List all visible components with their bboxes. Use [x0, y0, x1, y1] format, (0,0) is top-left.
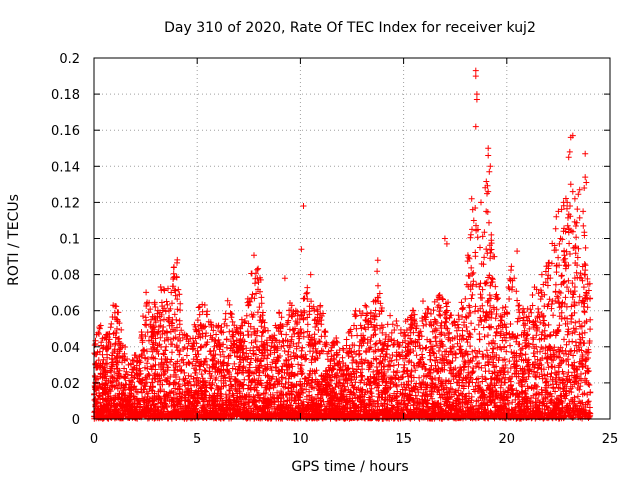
y-tick-label: 0.2	[59, 52, 80, 67]
y-tick-label: 0.06	[51, 305, 80, 320]
x-tick-label: 25	[602, 432, 619, 447]
y-tick-labels: 0 0.02 0.04 0.06 0.08 0.1 0.12 0.14 0.16 0.18 0.2	[51, 52, 80, 428]
y-tick-label: 0.1	[59, 233, 80, 248]
x-tick-label: 5	[193, 432, 201, 447]
y-tick-label: 0.18	[51, 88, 80, 103]
y-tick-label: 0.14	[51, 160, 80, 175]
data-points	[91, 67, 594, 422]
y-tick-label: 0.08	[51, 269, 80, 284]
y-tick-label: 0.02	[51, 377, 80, 392]
y-tick-label: 0.04	[51, 341, 80, 356]
y-tick-label: 0	[72, 413, 80, 428]
x-tick-label: 0	[90, 432, 98, 447]
y-tick-label: 0.16	[51, 124, 80, 139]
chart-title: Day 310 of 2020, Rate Of TEC Index for r…	[164, 20, 536, 36]
y-axis-label: ROTI / TECUs	[6, 194, 22, 286]
x-tick-label: 10	[292, 432, 309, 447]
axis-ticks	[93, 57, 611, 420]
x-tick-labels: 0 5 10 15 20 25	[90, 432, 618, 447]
y-tick-label: 0.12	[51, 196, 80, 211]
x-tick-label: 15	[395, 432, 412, 447]
x-axis-label: GPS time / hours	[291, 459, 408, 475]
x-tick-label: 20	[499, 432, 516, 447]
scatter-points	[91, 67, 594, 422]
